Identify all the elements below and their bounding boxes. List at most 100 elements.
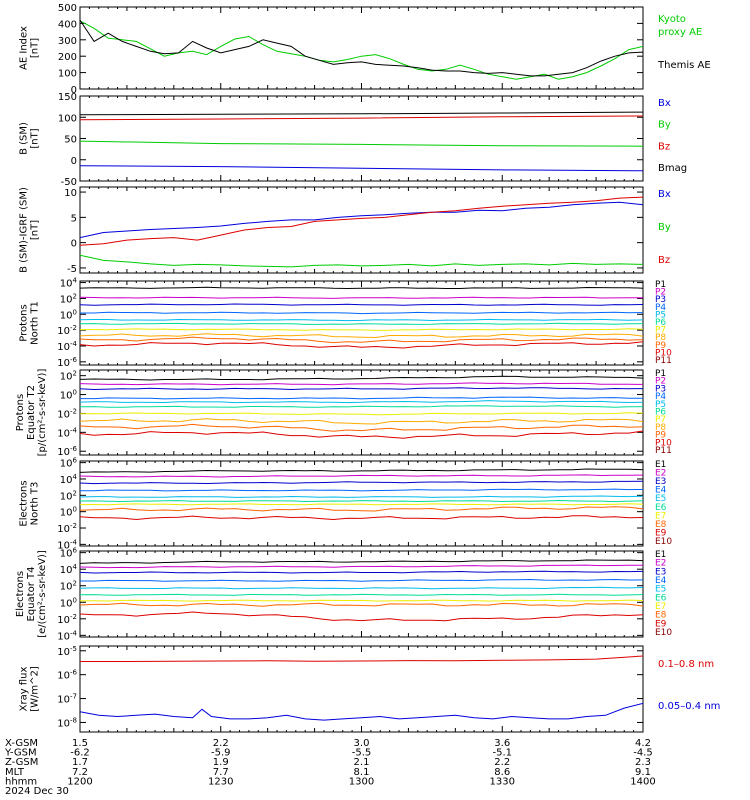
legend-entry: E10 bbox=[655, 628, 672, 638]
legend-entry: Themis AE bbox=[657, 60, 711, 71]
legend-entry: Bz bbox=[658, 141, 670, 152]
y-axis-label: [nT] bbox=[30, 128, 41, 148]
series-line-bx bbox=[80, 201, 643, 239]
series-line-e2 bbox=[80, 564, 643, 569]
legend-entry: Kyoto bbox=[658, 14, 686, 25]
y-axis-label: AE Index bbox=[19, 26, 30, 70]
y-axis-label: [nT] bbox=[30, 38, 41, 58]
series-line-e3 bbox=[80, 480, 643, 485]
y-tick-label: 10-2 bbox=[57, 522, 77, 535]
y-tick-label: 5 bbox=[71, 213, 77, 224]
series-line-e7 bbox=[80, 599, 643, 602]
series-line-p2 bbox=[80, 296, 643, 299]
time-axis-value: 3.0 bbox=[354, 738, 370, 749]
legend-entry: proxy AE bbox=[658, 27, 702, 38]
time-axis-value: 2.1 bbox=[354, 757, 370, 768]
series-line-bz bbox=[80, 196, 643, 246]
y-tick-label: 50 bbox=[64, 135, 77, 146]
legend-entry: P1 bbox=[655, 280, 666, 290]
series-line-p1 bbox=[80, 286, 643, 290]
y-axis-label: Protons bbox=[15, 394, 26, 431]
series-line-p6 bbox=[80, 322, 643, 325]
y-tick-label: 10-8 bbox=[57, 716, 77, 729]
time-axis-value: -5.5 bbox=[352, 748, 372, 759]
time-axis-value: 7.2 bbox=[72, 767, 88, 778]
legend-entry: P7 bbox=[655, 326, 666, 336]
legend-entry: E2 bbox=[655, 469, 666, 479]
time-axis-value: 8.1 bbox=[354, 767, 370, 778]
legend-entry: P1 bbox=[655, 369, 666, 379]
y-axis-label: Xray flux bbox=[19, 667, 30, 712]
y-tick-label: 0 bbox=[71, 156, 77, 167]
panel-3: 104 102 100 10-2 10-4 10-6 Protons North T1 P1P2… bbox=[19, 277, 673, 369]
series-line-p7 bbox=[80, 412, 643, 416]
y-tick-label: 102 bbox=[60, 489, 77, 502]
series-group bbox=[80, 196, 643, 268]
series-line-p10 bbox=[80, 341, 643, 349]
y-axis-label: B (SM) bbox=[19, 122, 30, 155]
legend-entry: P10 bbox=[655, 348, 672, 358]
legend-entry: P10 bbox=[655, 438, 672, 448]
legend-entry: Bx bbox=[658, 98, 671, 109]
y-axis-label: Protons bbox=[19, 304, 30, 341]
panel-7: 10-5 10-6 10-7 10-8 Xray flux [W/m^2] 0.1–0.8 … bbox=[19, 645, 720, 733]
y-tick-label: 106 bbox=[60, 547, 78, 560]
legend-entry: E5 bbox=[655, 494, 666, 504]
series-line-p5 bbox=[80, 318, 643, 322]
time-axis-value: 7.7 bbox=[213, 767, 229, 778]
legend-entry: E9 bbox=[655, 528, 667, 538]
y-tick-label: 10-6 bbox=[57, 356, 77, 369]
series-line-p6 bbox=[80, 405, 643, 408]
legend: Bx By Bz Bmag bbox=[658, 98, 687, 174]
series-line-e7 bbox=[80, 503, 643, 506]
time-axis-value: 1330 bbox=[490, 776, 515, 787]
y-axis-label: Electrons bbox=[15, 571, 26, 617]
y-axis-label: North T3 bbox=[30, 482, 41, 526]
y-axis-label: Equator T2 bbox=[26, 385, 37, 440]
series-line-p7 bbox=[80, 328, 643, 331]
legend-entry: E9 bbox=[655, 619, 667, 629]
series-line-e3 bbox=[80, 570, 643, 574]
series-line-p4 bbox=[80, 311, 643, 315]
legend: Bx By Bz bbox=[658, 189, 671, 266]
panel-4: 102 100 10-2 10-4 10-6 Protons Equator T2 [p/(c… bbox=[15, 369, 672, 459]
time-axis-value: 1.5 bbox=[72, 738, 88, 749]
y-tick-label: 10-4 bbox=[57, 426, 77, 439]
legend-entry: P8 bbox=[655, 423, 666, 433]
series-line-e5 bbox=[80, 495, 643, 498]
legend-entry: By bbox=[658, 120, 671, 131]
series-group bbox=[80, 375, 643, 439]
y-tick-label: 100 bbox=[60, 389, 77, 402]
series-line-e4 bbox=[80, 488, 643, 492]
legend-entry: E6 bbox=[655, 503, 667, 513]
series-line-by bbox=[80, 254, 643, 268]
series-line-p5 bbox=[80, 400, 643, 404]
series-line-p9 bbox=[80, 423, 643, 432]
y-tick-label: 10-4 bbox=[57, 340, 77, 353]
legend-entry: By bbox=[658, 222, 671, 233]
legend-entry: E8 bbox=[655, 611, 667, 621]
series-line-e1 bbox=[80, 559, 643, 564]
y-axis-label: [e/(cm²-s-sr-keV)] bbox=[37, 550, 48, 638]
y-tick-label: 10-4 bbox=[57, 629, 77, 642]
legend-entry: E3 bbox=[655, 477, 666, 487]
time-axis-value: 1.7 bbox=[72, 757, 88, 768]
y-tick-label: 10-6 bbox=[57, 669, 77, 682]
legend-entry: E3 bbox=[655, 567, 666, 577]
legend-entry: Bmag bbox=[658, 163, 687, 174]
y-tick-label: -5 bbox=[67, 264, 77, 275]
time-axis-value: 1200 bbox=[67, 776, 92, 787]
series-line-e8 bbox=[80, 602, 643, 607]
legend-entry: P5 bbox=[655, 400, 666, 410]
series-line-p9 bbox=[80, 336, 643, 344]
series-line-p8 bbox=[80, 418, 643, 425]
legend: 0.1–0.8 nm 0.05–0.4 nm bbox=[658, 659, 720, 712]
series-line-e4 bbox=[80, 578, 643, 582]
time-axis: X-GSM 1.5 2.2 3.0 3.6 4.2 Y-GSM -6.2 -5.9 -5.5 -5.… bbox=[4, 738, 656, 797]
series-group bbox=[80, 559, 643, 622]
legend-entry: E1 bbox=[655, 460, 666, 470]
